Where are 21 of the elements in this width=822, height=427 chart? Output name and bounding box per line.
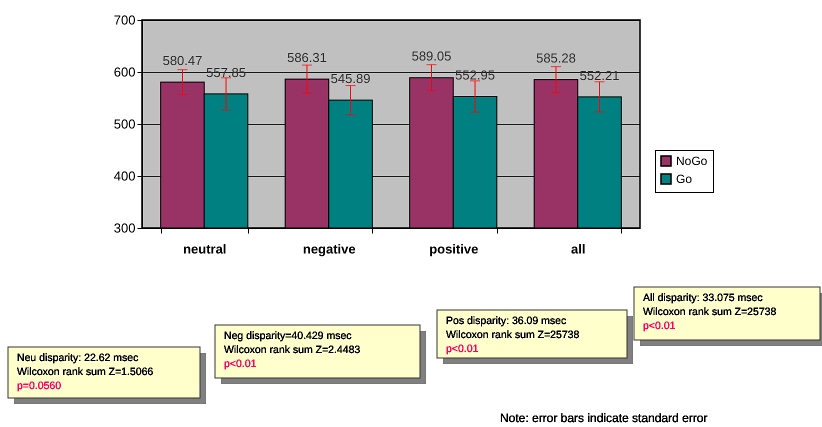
text: Neg disparity=40.429 msec Wilcoxon rank sum Z=2.4483 p<0.01 bbox=[224, 330, 360, 370]
x-tick-label: neutral bbox=[183, 242, 226, 256]
legend-label: NoGo bbox=[676, 154, 708, 168]
text: Pos disparity: 36.09 msec Wilcoxon rank sum Z=25738 p<0.01 bbox=[446, 315, 580, 355]
y-tick-label: 500 bbox=[114, 116, 136, 132]
y-tick-label: 400 bbox=[114, 168, 136, 184]
data-label: 545.89 bbox=[330, 71, 370, 86]
text: All disparity: 33.075 msec Wilcoxon rank sum Z=25738 p<0.01 bbox=[643, 292, 777, 332]
data-label: 580.47 bbox=[162, 53, 202, 68]
legend-label: Go bbox=[676, 172, 692, 186]
y-tick-label: 300 bbox=[114, 220, 136, 236]
x-tick-label: all bbox=[571, 242, 586, 256]
x-tick-label: negative bbox=[302, 242, 356, 256]
x-tick-label: positive bbox=[429, 242, 478, 256]
data-label: 586.31 bbox=[287, 50, 327, 66]
text: Note: error bars indicate standard error bbox=[500, 411, 708, 425]
y-tick-label: 600 bbox=[114, 64, 136, 80]
text: Neu disparity: 22.62 msec Wilcoxon rank sum Z=1.5066 p=0.0560 bbox=[17, 352, 154, 392]
data-label: 585.28 bbox=[536, 50, 576, 66]
data-label: 589.05 bbox=[412, 48, 452, 64]
y-tick-label: 700 bbox=[114, 12, 136, 28]
